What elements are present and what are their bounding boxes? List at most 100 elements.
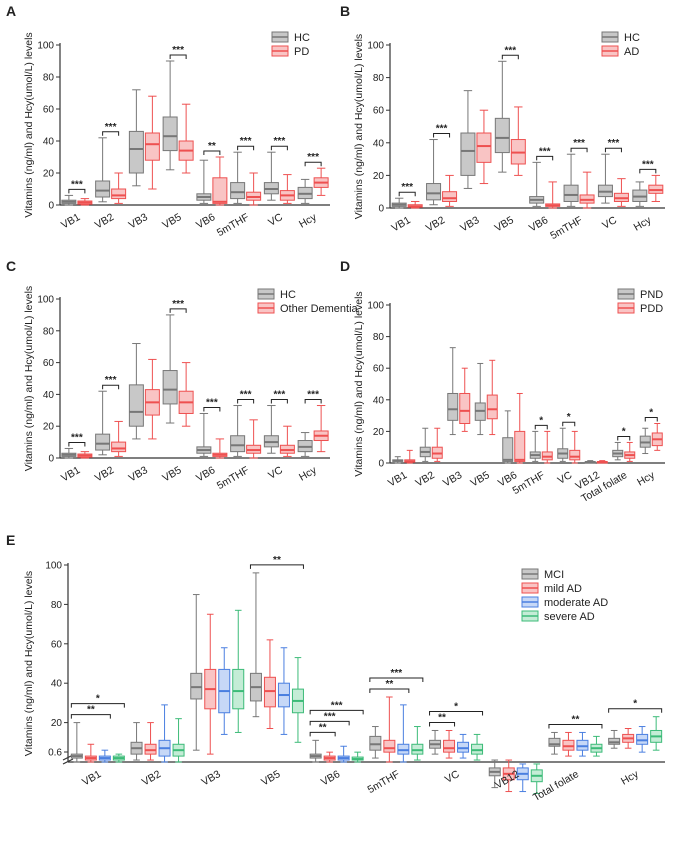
sig-bracket-a-1: [102, 131, 120, 136]
x-tick-label-a-5: 5mTHF: [215, 211, 251, 239]
sig-bracket-c-4: [203, 406, 221, 412]
x-tick-label-e-4: VB6: [319, 768, 342, 788]
sig-bracket-a-0: [68, 188, 86, 194]
box-b-2-0-body: [460, 132, 476, 176]
sig-bracket-e-8: [429, 710, 484, 716]
sig-label-b-4: ***: [539, 146, 551, 157]
x-tick-label-c-6: VC: [266, 464, 285, 482]
sig-label-e-11: *: [633, 699, 637, 710]
x-tick-label-b-5: 5mTHF: [548, 214, 584, 242]
x-tick-label-c-7: Hcy: [297, 464, 319, 484]
x-tick-label-e-0: VB1: [80, 768, 103, 788]
sig-bracket-e-11: [608, 708, 663, 713]
x-tick-label-d-6: VC: [556, 469, 575, 487]
x-tick-label-a-2: VB3: [127, 211, 150, 231]
box-a-4-1-body: [212, 177, 228, 204]
box-d-2-0-body: [447, 392, 459, 421]
sig-bracket-c-1: [102, 384, 120, 390]
x-tick-label-d-9: Hcy: [635, 469, 657, 489]
sig-label-e-0: *: [96, 694, 100, 705]
y-tick-label-a-0: 0: [48, 201, 54, 212]
sig-bracket-e-3: [309, 709, 364, 715]
sig-label-a-5: ***: [240, 136, 252, 147]
y-tick-label-a-4: 80: [43, 73, 55, 84]
y-tick-label-d-1: 20: [373, 427, 385, 438]
panel-label-d: D: [340, 258, 350, 274]
legend-label-e-2: moderate AD: [544, 597, 608, 609]
box-e-5-1-body: [383, 739, 396, 753]
y-tick-label-a-2: 40: [43, 137, 55, 148]
sig-bracket-e-4: [309, 720, 350, 726]
y-tick-label-a-5: 100: [37, 41, 54, 52]
box-b-1-1-body: [442, 191, 458, 202]
x-tick-label-e-5: 5mTHF: [366, 768, 402, 796]
y-tick-label-d-4: 80: [373, 332, 385, 343]
sig-label-a-0: ***: [71, 179, 83, 190]
legend-label-d-0: PND: [640, 289, 663, 301]
sig-bracket-e-0: [70, 703, 125, 708]
sig-bracket-e-2: [249, 564, 304, 569]
sig-bracket-e-9: [429, 721, 456, 727]
sig-label-e-4: ***: [324, 711, 336, 722]
y-tick-label-b-0: 0: [378, 204, 384, 215]
x-tick-label-e-2: VB3: [200, 768, 223, 788]
sig-label-e-5: **: [319, 722, 327, 733]
sig-bracket-a-6: [270, 145, 288, 151]
y-tick-label-c-3: 60: [43, 358, 55, 369]
sig-bracket-a-4: [203, 150, 221, 155]
sig-label-c-0: ***: [71, 432, 83, 443]
panel-label-e: E: [6, 532, 15, 548]
sig-label-a-3: ***: [172, 45, 184, 56]
y-tick-label-e-5: 100: [45, 561, 62, 572]
x-tick-label-e-9: Hcy: [619, 768, 641, 788]
legend-label-e-1: mild AD: [544, 583, 582, 595]
box-c-1-0-body: [95, 433, 111, 451]
panel-label-a: A: [6, 3, 16, 19]
sig-bracket-e-1: [70, 714, 111, 719]
box-a-5-0-body: [230, 182, 246, 200]
sig-label-b-1: ***: [436, 124, 448, 135]
sig-label-e-7: **: [385, 679, 393, 690]
sig-label-e-10: **: [572, 714, 580, 725]
y-tick-label-e-3: 60: [51, 639, 63, 650]
sig-label-d-5: *: [539, 415, 543, 426]
sig-label-d-8: *: [622, 426, 626, 437]
y-axis-label-e: Vitamins (ng/ml) and Hcy(umol/L) levels: [23, 571, 35, 756]
sig-label-c-1: ***: [105, 375, 117, 386]
x-tick-label-d-2: VB3: [441, 469, 464, 489]
panel-label-b: B: [340, 3, 350, 19]
sig-bracket-e-5: [309, 731, 336, 737]
x-tick-label-b-4: VB6: [527, 214, 550, 234]
x-tick-label-b-2: VB3: [458, 214, 481, 234]
panel-label-c: C: [6, 258, 16, 274]
sig-bracket-c-5: [237, 399, 255, 404]
sig-bracket-a-7: [304, 161, 322, 167]
sig-label-c-6: ***: [274, 390, 286, 401]
legend-label-b-0: HC: [624, 32, 640, 44]
x-tick-label-b-6: VC: [600, 214, 619, 232]
sig-bracket-e-6: [369, 677, 424, 682]
sig-label-e-1: **: [87, 705, 95, 716]
legend-label-b-1: AD: [624, 46, 639, 58]
x-tick-label-c-1: VB2: [93, 464, 116, 484]
sig-label-b-7: ***: [642, 159, 654, 170]
box-b-3-0-body: [494, 117, 510, 154]
sig-label-a-1: ***: [105, 122, 117, 133]
box-b-1-0-body: [426, 183, 442, 201]
legend-label-e-0: MCI: [544, 569, 564, 581]
y-tick-label-e-1: 20: [51, 718, 63, 729]
x-tick-label-d-3: VB5: [469, 469, 492, 489]
y-tick-label-b-1: 20: [373, 171, 385, 182]
y-tick-label-d-5: 100: [367, 301, 384, 312]
x-tick-label-b-7: Hcy: [632, 214, 654, 234]
box-e-6-1-body: [443, 739, 456, 753]
sig-bracket-a-5: [237, 145, 255, 151]
y-axis-label-c: Vitamins (ng/ml) and Hcy(umol/L) levels: [23, 286, 35, 471]
x-tick-label-d-0: VB1: [386, 469, 409, 489]
x-tick-label-d-1: VB2: [414, 469, 437, 489]
sig-bracket-c-0: [68, 441, 86, 447]
y-tick-label-d-2: 40: [373, 395, 385, 406]
y-tick-label-b-2: 40: [373, 138, 385, 149]
sig-bracket-e-7: [369, 688, 410, 693]
y-tick-label-c-4: 80: [43, 326, 55, 337]
